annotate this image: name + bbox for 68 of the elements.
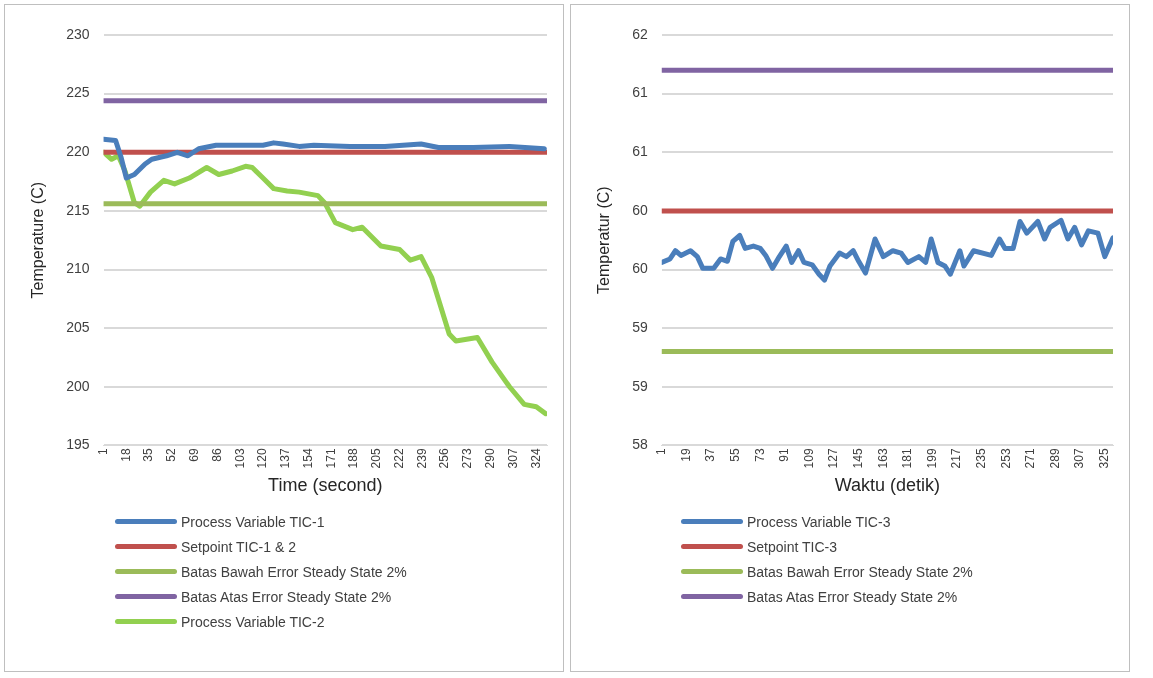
x-tick-label: 37 (703, 448, 718, 462)
y-tick-label: 200 (66, 377, 90, 394)
x-tick-label: 188 (346, 448, 361, 469)
y-tick-label: 60 (632, 201, 648, 218)
y-tick-label: 205 (66, 318, 90, 335)
x-tick-label: 35 (141, 448, 156, 462)
legend-label: Batas Bawah Error Steady State 2% (181, 563, 407, 580)
x-tick-label: 91 (777, 448, 792, 462)
x-tick-label: 181 (900, 448, 915, 469)
x-tick-label: 307 (1072, 448, 1087, 469)
x-tick-label: 253 (998, 448, 1013, 469)
x-tick-label: 86 (209, 448, 224, 462)
x-tick-label: 325 (1097, 448, 1112, 469)
x-tick-label: 19 (678, 448, 693, 462)
y-tick-label: 61 (632, 143, 648, 160)
x-tick-label: 199 (924, 448, 939, 469)
x-tick-label: 271 (1023, 448, 1038, 469)
legend-label: Process Variable TIC-1 (181, 513, 325, 530)
y-tick-label: 230 (66, 25, 90, 42)
x-axis-title: Time (second) (268, 475, 383, 496)
y-tick-label: 215 (66, 201, 90, 218)
y-tick-label: 59 (632, 318, 648, 335)
x-tick-label: 154 (300, 448, 315, 469)
x-tick-label: 171 (323, 448, 338, 469)
y-tick-label: 195 (66, 436, 90, 453)
x-tick-label: 1 (654, 448, 669, 456)
x-tick-label: 239 (414, 448, 429, 469)
x-tick-label: 73 (752, 448, 767, 462)
x-tick-label: 1 (95, 448, 110, 456)
x-tick-label: 256 (437, 448, 452, 469)
y-tick-label: 58 (632, 436, 648, 453)
x-tick-label: 137 (278, 448, 293, 469)
legend-label: Setpoint TIC-1 & 2 (181, 538, 296, 555)
y-tick-label: 61 (632, 84, 648, 101)
y-tick-label: 59 (632, 377, 648, 394)
x-tick-label: 145 (850, 448, 865, 469)
x-tick-label: 52 (164, 448, 179, 462)
x-tick-label: 289 (1047, 448, 1062, 469)
legend-label: Batas Bawah Error Steady State 2% (747, 563, 973, 580)
y-tick-label: 225 (66, 84, 90, 101)
x-tick-label: 103 (232, 448, 247, 469)
y-axis-title: Temperatur (C) (595, 186, 613, 294)
x-tick-label: 205 (369, 448, 384, 469)
x-tick-label: 222 (391, 448, 406, 469)
legend-label: Batas Atas Error Steady State 2% (747, 588, 958, 605)
x-tick-label: 307 (505, 448, 520, 469)
y-tick-label: 62 (632, 25, 648, 42)
x-tick-label: 217 (949, 448, 964, 469)
x-tick-label: 127 (826, 448, 841, 469)
y-tick-label: 210 (66, 260, 90, 277)
x-tick-label: 290 (483, 448, 498, 469)
legend-label: Setpoint TIC-3 (747, 538, 838, 555)
x-tick-label: 235 (974, 448, 989, 469)
legend-label: Process Variable TIC-3 (747, 513, 891, 530)
x-tick-label: 324 (528, 448, 543, 469)
x-tick-label: 273 (460, 448, 475, 469)
legend-label: Process Variable TIC-2 (181, 613, 325, 630)
y-axis-title: Temperature (C) (29, 181, 47, 299)
x-axis-title: Waktu (detik) (834, 475, 941, 496)
x-tick-label: 55 (727, 448, 742, 462)
x-tick-label: 163 (875, 448, 890, 469)
x-tick-label: 18 (118, 448, 133, 462)
y-tick-label: 220 (66, 143, 90, 160)
x-tick-label: 69 (186, 448, 201, 462)
legend-label: Batas Atas Error Steady State 2% (181, 588, 392, 605)
x-tick-label: 120 (255, 448, 270, 469)
x-tick-label: 109 (801, 448, 816, 469)
y-tick-label: 60 (632, 260, 648, 277)
